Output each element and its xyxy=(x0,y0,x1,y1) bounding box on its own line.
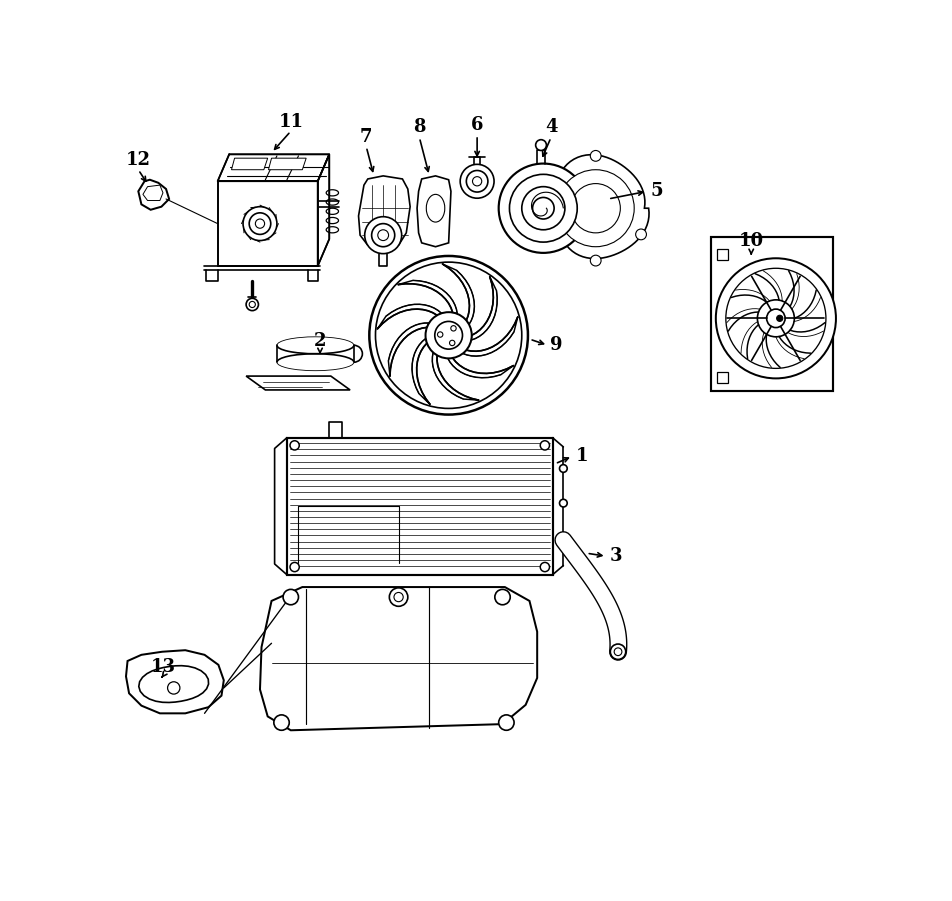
Circle shape xyxy=(560,534,567,542)
Circle shape xyxy=(460,164,494,198)
Polygon shape xyxy=(377,305,442,329)
Text: 10: 10 xyxy=(739,232,764,250)
Polygon shape xyxy=(287,438,552,575)
Polygon shape xyxy=(126,651,224,714)
Circle shape xyxy=(369,256,528,414)
Polygon shape xyxy=(417,176,451,247)
Circle shape xyxy=(451,325,456,331)
Circle shape xyxy=(590,255,601,266)
Circle shape xyxy=(610,644,625,660)
Circle shape xyxy=(766,309,785,328)
Polygon shape xyxy=(718,249,728,259)
Polygon shape xyxy=(471,277,497,340)
Circle shape xyxy=(274,714,289,731)
Circle shape xyxy=(435,322,463,349)
Polygon shape xyxy=(260,587,537,731)
Circle shape xyxy=(536,140,546,150)
Text: 3: 3 xyxy=(609,547,622,565)
Text: 4: 4 xyxy=(545,118,557,136)
Polygon shape xyxy=(138,179,169,210)
Polygon shape xyxy=(247,376,350,390)
Polygon shape xyxy=(718,372,728,383)
Circle shape xyxy=(426,312,472,359)
Circle shape xyxy=(371,223,395,247)
Circle shape xyxy=(499,714,514,731)
Circle shape xyxy=(509,174,577,242)
Text: 11: 11 xyxy=(278,113,304,131)
Circle shape xyxy=(365,216,402,254)
Polygon shape xyxy=(443,264,474,324)
Polygon shape xyxy=(463,317,518,356)
Polygon shape xyxy=(318,154,329,266)
Circle shape xyxy=(168,682,180,694)
Circle shape xyxy=(614,648,622,656)
Circle shape xyxy=(590,150,601,161)
Text: 6: 6 xyxy=(471,116,484,134)
Polygon shape xyxy=(218,181,318,266)
Circle shape xyxy=(247,298,258,311)
Circle shape xyxy=(545,177,556,187)
Text: 13: 13 xyxy=(151,658,176,676)
Circle shape xyxy=(283,589,299,605)
Circle shape xyxy=(758,300,794,337)
Text: 8: 8 xyxy=(413,118,426,136)
Circle shape xyxy=(449,341,455,346)
Polygon shape xyxy=(432,352,479,400)
Text: 5: 5 xyxy=(650,182,663,200)
Circle shape xyxy=(495,589,510,605)
Circle shape xyxy=(438,332,443,337)
Circle shape xyxy=(636,229,646,240)
Polygon shape xyxy=(412,339,430,405)
Polygon shape xyxy=(447,358,513,378)
Polygon shape xyxy=(398,280,457,314)
Text: 9: 9 xyxy=(550,336,563,354)
Polygon shape xyxy=(139,666,208,703)
Circle shape xyxy=(243,206,277,241)
Polygon shape xyxy=(268,159,307,169)
Text: 7: 7 xyxy=(360,128,372,146)
Circle shape xyxy=(290,441,299,450)
Circle shape xyxy=(777,315,783,322)
Circle shape xyxy=(571,184,621,232)
Circle shape xyxy=(560,465,567,472)
Polygon shape xyxy=(143,185,163,201)
Polygon shape xyxy=(231,159,268,169)
Circle shape xyxy=(499,164,588,253)
Text: 1: 1 xyxy=(576,447,588,465)
Circle shape xyxy=(560,499,567,507)
Circle shape xyxy=(532,197,554,219)
Circle shape xyxy=(540,441,549,450)
Polygon shape xyxy=(556,155,649,259)
Circle shape xyxy=(540,562,549,571)
Text: 2: 2 xyxy=(314,332,327,350)
Polygon shape xyxy=(359,176,410,249)
Circle shape xyxy=(557,169,634,247)
Polygon shape xyxy=(388,323,429,377)
Circle shape xyxy=(522,187,565,230)
Circle shape xyxy=(725,268,826,369)
Circle shape xyxy=(389,587,407,606)
Circle shape xyxy=(466,170,487,192)
Text: 12: 12 xyxy=(126,151,150,169)
Circle shape xyxy=(290,562,299,571)
Polygon shape xyxy=(711,238,833,391)
Circle shape xyxy=(716,259,836,378)
Circle shape xyxy=(249,213,270,234)
Circle shape xyxy=(375,262,522,408)
Polygon shape xyxy=(218,154,329,181)
